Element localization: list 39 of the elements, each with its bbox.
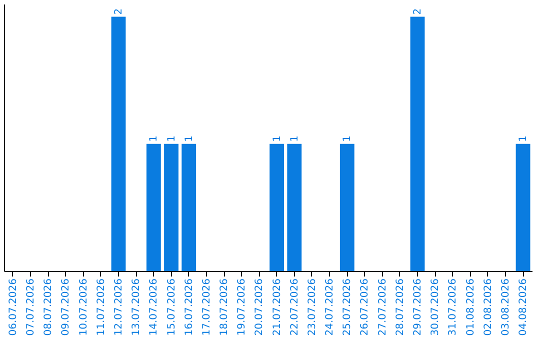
x-tick-label: 23.07.2026 xyxy=(306,278,318,336)
x-tick-label: 15.07.2026 xyxy=(166,278,178,336)
x-tick-label: 06.07.2026 xyxy=(8,278,19,336)
x-tick-label: 27.07.2026 xyxy=(377,278,388,336)
data-label: 1 xyxy=(184,135,195,142)
data-label: 1 xyxy=(148,135,160,142)
x-tick-label: 17.07.2026 xyxy=(201,278,212,336)
x-tick-label: 01.08.2026 xyxy=(465,278,476,336)
data-label: 2 xyxy=(412,8,424,15)
x-tick-label: 12.07.2026 xyxy=(114,278,124,336)
x-tick-label: 19.07.2026 xyxy=(236,278,248,336)
data-label: 1 xyxy=(272,135,283,142)
x-tick-label: 16.07.2026 xyxy=(184,278,195,336)
x-tick-label: 14.07.2026 xyxy=(148,278,160,336)
data-label: 1 xyxy=(342,135,354,142)
x-tick-label: 09.07.2026 xyxy=(60,278,72,336)
x-tick-label: 29.07.2026 xyxy=(412,278,424,336)
x-tick-label: 08.07.2026 xyxy=(43,278,54,336)
x-tick-label: 31.07.2026 xyxy=(448,278,459,336)
x-tick-label: 10.07.2026 xyxy=(78,278,90,336)
x-tick-label: 22.07.2026 xyxy=(289,278,300,336)
x-tick-label: 28.07.2026 xyxy=(394,278,406,336)
x-tick-label: 21.07.2026 xyxy=(272,278,283,336)
x-tick-label: 25.07.2026 xyxy=(342,278,354,336)
x-tick-label: 07.07.2026 xyxy=(26,278,37,336)
data-label: 1 xyxy=(518,135,530,142)
x-tick-label: 02.08.2026 xyxy=(482,278,494,336)
x-tick-label: 20.07.2026 xyxy=(254,278,266,336)
x-tick-label: 18.07.2026 xyxy=(219,278,230,336)
data-label: 1 xyxy=(166,135,178,142)
x-tick-label: 03.08.2026 xyxy=(500,278,512,336)
x-tick-label: 11.07.2026 xyxy=(96,278,107,336)
x-tick-label: 26.07.2026 xyxy=(360,278,371,336)
x-tick-label: 30.07.2026 xyxy=(430,278,442,336)
data-label: 1 xyxy=(289,135,300,142)
data-label: 2 xyxy=(114,8,124,15)
x-tick-label: 04.08.2026 xyxy=(518,278,530,336)
x-tick-label: 24.07.2026 xyxy=(324,278,336,336)
x-tick-label: 13.07.2026 xyxy=(131,278,142,336)
